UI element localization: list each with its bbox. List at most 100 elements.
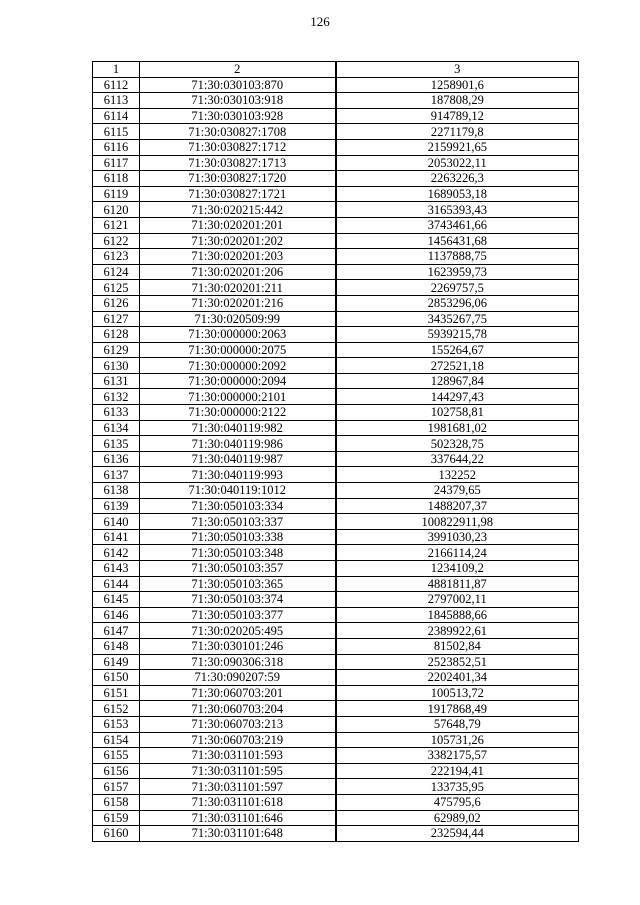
cadastral-number-cell: 71:30:060703:219: [139, 731, 337, 749]
table-row: 6126 71:30:020201:216 2853296,06: [92, 294, 579, 312]
table-row: 6141 71:30:050103:338 3991030,23: [92, 528, 579, 546]
cadastral-number-cell: 71:30:020201:201: [139, 216, 337, 234]
row-number-cell: 6136: [92, 450, 140, 468]
value-cell: 1234109,2: [335, 560, 579, 577]
table-row: 6132 71:30:000000:2101 144297,43: [92, 388, 579, 406]
row-number-cell: 6120: [92, 201, 140, 218]
row-number-cell: 6151: [92, 684, 140, 702]
table-row: 6150 71:30:090207:59 2202401,34: [92, 669, 579, 686]
row-number-cell: 6158: [92, 793, 140, 811]
table-row: 6146 71:30:050103:377 1845888,66: [92, 606, 579, 624]
value-cell: 2523852,51: [335, 653, 579, 671]
value-cell: 2269757,5: [335, 279, 579, 296]
page-number: 126: [310, 14, 330, 29]
cadastral-number-cell: 71:30:031101:646: [139, 809, 337, 827]
value-cell: 62989,02: [335, 809, 579, 827]
value-cell: 2053022,11: [335, 154, 579, 172]
row-number-cell: 6145: [92, 591, 140, 608]
value-cell: 81502,84: [335, 637, 579, 655]
table-row: 6112 71:30:030103:870 1258901,6: [92, 76, 579, 94]
cadastral-number-cell: 71:30:040119:986: [139, 435, 337, 452]
table-row: 6134 71:30:040119:982 1981681,02: [92, 419, 579, 437]
table-row: 6154 71:30:060703:219 105731,26: [92, 731, 579, 749]
cadastral-number-cell: 71:30:090207:59: [139, 669, 337, 686]
value-cell: 105731,26: [335, 731, 579, 749]
table-row: 6115 71:30:030827:1708 2271179,8: [92, 123, 579, 140]
table-row: 6118 71:30:030827:1720 2263226,3: [92, 170, 579, 187]
table-row: 6138 71:30:040119:1012 24379,65: [92, 482, 579, 499]
cadastral-number-cell: 71:30:040119:982: [139, 419, 337, 437]
value-cell: 337644,22: [335, 450, 579, 468]
value-cell: 2202401,34: [335, 669, 579, 686]
row-number-cell: 6153: [92, 715, 140, 733]
value-cell: 155264,67: [335, 341, 579, 359]
row-number-cell: 6113: [92, 92, 140, 109]
cadastral-number-cell: 71:30:050103:337: [139, 513, 337, 530]
table-row: 6127 71:30:020509:99 3435267,75: [92, 310, 579, 328]
cadastral-number-cell: 71:30:031101:595: [139, 762, 337, 780]
table-row: 6145 71:30:050103:374 2797002,11: [92, 591, 579, 608]
cadastral-number-cell: 71:30:031101:648: [139, 825, 337, 842]
row-number-cell: 6146: [92, 606, 140, 624]
value-cell: 502328,75: [335, 435, 579, 452]
row-number-cell: 6133: [92, 404, 140, 421]
table-row: 6156 71:30:031101:595 222194,41: [92, 762, 579, 780]
table-row: 6129 71:30:000000:2075 155264,67: [92, 341, 579, 359]
table-row: 6137 71:30:040119:993 132252: [92, 466, 579, 484]
value-cell: 1917868,49: [335, 700, 579, 717]
cadastral-number-cell: 71:30:020205:495: [139, 622, 337, 639]
value-cell: 4881811,87: [335, 575, 579, 593]
column-header: 3: [335, 61, 579, 78]
row-number-cell: 6128: [92, 326, 140, 343]
cadastral-number-cell: 71:30:000000:2063: [139, 326, 337, 343]
table-body: 6112 71:30:030103:870 1258901,6 6113 71:30:0…: [92, 76, 579, 842]
table-row: 6120 71:30:020215:442 3165393,43: [92, 201, 579, 218]
cadastral-number-cell: 71:30:000000:2101: [139, 388, 337, 406]
row-number-cell: 6124: [92, 263, 140, 281]
row-number-cell: 6157: [92, 778, 140, 795]
cadastral-number-cell: 71:30:000000:2075: [139, 341, 337, 359]
cadastral-number-cell: 71:30:030103:928: [139, 107, 337, 125]
row-number-cell: 6134: [92, 419, 140, 437]
value-cell: 132252: [335, 466, 579, 484]
value-cell: 24379,65: [335, 482, 579, 499]
table-row: 6149 71:30:090306:318 2523852,51: [92, 653, 579, 671]
value-cell: 475795,6: [335, 793, 579, 811]
table-row: 6124 71:30:020201:206 1623959,73: [92, 263, 579, 281]
row-number-cell: 6122: [92, 232, 140, 250]
table-row: 6130 71:30:000000:2092 272521,18: [92, 357, 579, 374]
table-row: 6158 71:30:031101:618 475795,6: [92, 793, 579, 811]
table-row: 6144 71:30:050103:365 4881811,87: [92, 575, 579, 593]
table-row: 6133 71:30:000000:2122 102758,81: [92, 404, 579, 421]
cadastral-number-cell: 71:30:050103:357: [139, 560, 337, 577]
table-row: 6157 71:30:031101:597 133735,95: [92, 778, 579, 795]
table-row: 6117 71:30:030827:1713 2053022,11: [92, 154, 579, 172]
table-row: 6160 71:30:031101:648 232594,44: [92, 825, 579, 842]
value-cell: 5939215,78: [335, 326, 579, 343]
cadastral-number-cell: 71:30:040119:1012: [139, 482, 337, 499]
value-cell: 3435267,75: [335, 310, 579, 328]
table-row: 6123 71:30:020201:203 1137888,75: [92, 248, 579, 265]
table-row: 6140 71:30:050103:337 100822911,98: [92, 513, 579, 530]
value-cell: 1137888,75: [335, 248, 579, 265]
value-cell: 1845888,66: [335, 606, 579, 624]
row-number-cell: 6116: [92, 138, 140, 156]
data-table: 1 2 3 6112 71:30:030103:870 1258901,6 6113 7…: [92, 61, 579, 842]
header-row: 1 2 3: [92, 61, 579, 78]
row-number-cell: 6131: [92, 372, 140, 390]
table-row: 6114 71:30:030103:928 914789,12: [92, 107, 579, 125]
row-number-cell: 6154: [92, 731, 140, 749]
table-row: 6128 71:30:000000:2063 5939215,78: [92, 326, 579, 343]
row-number-cell: 6160: [92, 825, 140, 842]
cadastral-number-cell: 71:30:020201:206: [139, 263, 337, 281]
cadastral-number-cell: 71:30:020509:99: [139, 310, 337, 328]
table-row: 6116 71:30:030827:1712 2159921,65: [92, 138, 579, 156]
table-row: 6143 71:30:050103:357 1234109,2: [92, 560, 579, 577]
row-number-cell: 6149: [92, 653, 140, 671]
cadastral-number-cell: 71:30:031101:597: [139, 778, 337, 795]
cadastral-number-cell: 71:30:050103:377: [139, 606, 337, 624]
value-cell: 222194,41: [335, 762, 579, 780]
value-cell: 1623959,73: [335, 263, 579, 281]
row-number-cell: 6130: [92, 357, 140, 374]
cadastral-number-cell: 71:30:020215:442: [139, 201, 337, 218]
